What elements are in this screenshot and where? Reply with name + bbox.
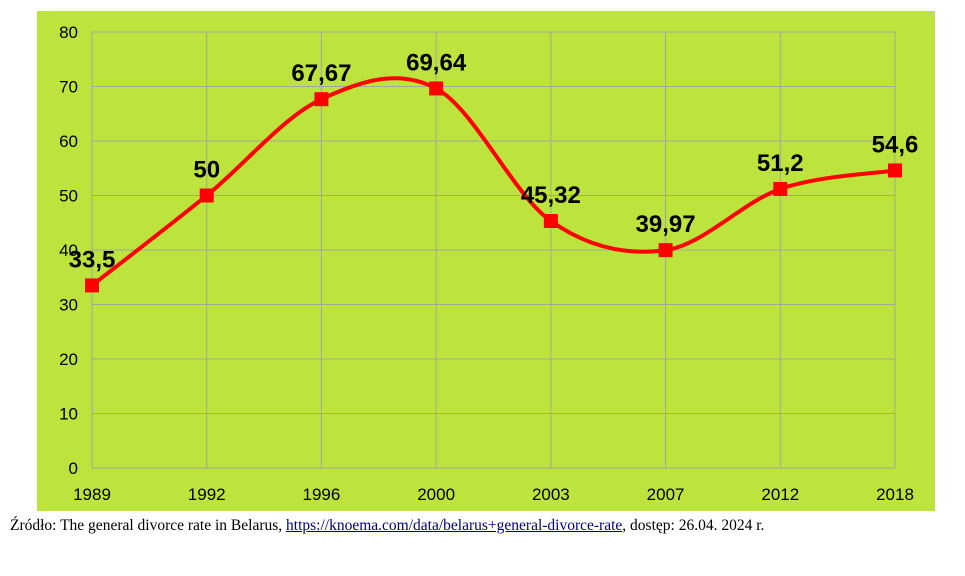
caption-suffix: , dostęp: 26.04. 2024 r. [622, 517, 765, 534]
x-tick-label: 1996 [303, 485, 341, 504]
x-tick-label: 2000 [417, 485, 455, 504]
y-tick-label: 30 [59, 296, 78, 315]
x-tick-label: 2018 [876, 485, 914, 504]
x-tick-label: 1989 [73, 485, 111, 504]
data-point-marker [888, 163, 902, 178]
data-point-marker [543, 214, 558, 229]
y-tick-label: 20 [59, 350, 78, 369]
y-tick-label: 70 [59, 78, 78, 97]
data-point-marker [85, 278, 99, 293]
series-line [90, 76, 896, 287]
data-point-marker [314, 92, 329, 107]
data-label: 54,6 [872, 131, 919, 158]
data-label: 51,2 [757, 150, 804, 177]
source-caption: Źródło: The general divorce rate in Bela… [10, 516, 960, 535]
chart-area: 0 10 20 30 40 50 60 70 80 1989 1992 1996 2000 2003 200… [37, 11, 935, 511]
data-label: 39,97 [636, 211, 696, 238]
chart-background [37, 11, 935, 511]
data-point-marker [658, 243, 673, 258]
data-point-marker [199, 188, 214, 203]
y-tick-label: 60 [59, 132, 78, 151]
y-tick-label: 0 [69, 459, 78, 478]
data-label: 33,5 [69, 246, 116, 273]
line-chart: 0 10 20 30 40 50 60 70 80 1989 1992 1996 2000 2003 200… [37, 11, 935, 511]
x-tick-label: 2012 [761, 485, 799, 504]
x-tick-label: 1992 [188, 485, 226, 504]
x-tick-label: 2003 [532, 485, 570, 504]
y-tick-label: 10 [59, 405, 78, 424]
y-tick-label: 50 [59, 187, 78, 206]
data-label: 69,64 [406, 49, 467, 76]
x-tick-label: 2007 [647, 485, 685, 504]
data-label: 50 [193, 157, 220, 184]
data-label: 45,32 [521, 182, 581, 209]
data-label: 67,67 [291, 60, 351, 87]
data-point-marker [773, 181, 788, 196]
y-tick-label: 80 [59, 23, 78, 42]
y-tick-label: 40 [59, 241, 78, 260]
data-point-marker [429, 81, 444, 96]
source-link[interactable]: https://knoema.com/data/belarus+general-… [286, 517, 623, 534]
caption-prefix: Źródło: The general divorce rate in Bela… [10, 517, 287, 534]
